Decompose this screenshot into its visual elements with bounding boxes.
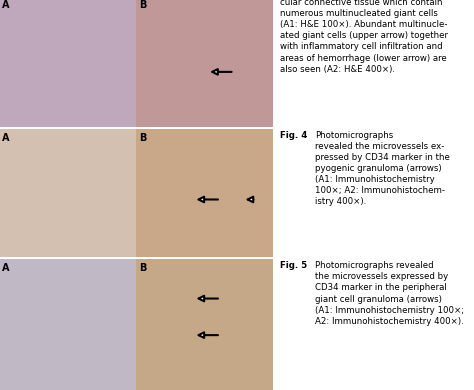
- Text: A: A: [2, 263, 10, 273]
- Text: Fig. 5: Fig. 5: [280, 261, 307, 270]
- Text: B: B: [138, 263, 146, 273]
- Text: Photomicrographs
revealed the microvessels ex-
pressed by CD34 marker in the
pyo: Photomicrographs revealed the microvesse…: [315, 131, 450, 206]
- Text: Photomicrographs revealed
the microvessels expressed by
CD34 marker in the perip: Photomicrographs revealed the microvesse…: [315, 261, 465, 326]
- Text: B: B: [138, 133, 146, 143]
- Text: A: A: [2, 0, 10, 10]
- Text: Fig. 4: Fig. 4: [280, 131, 307, 140]
- Text: B: B: [138, 0, 146, 10]
- Text: A: A: [2, 133, 10, 143]
- Text: cular connective tissue which contain
numerous multinucleated giant cells
(A1: H: cular connective tissue which contain nu…: [280, 0, 447, 74]
